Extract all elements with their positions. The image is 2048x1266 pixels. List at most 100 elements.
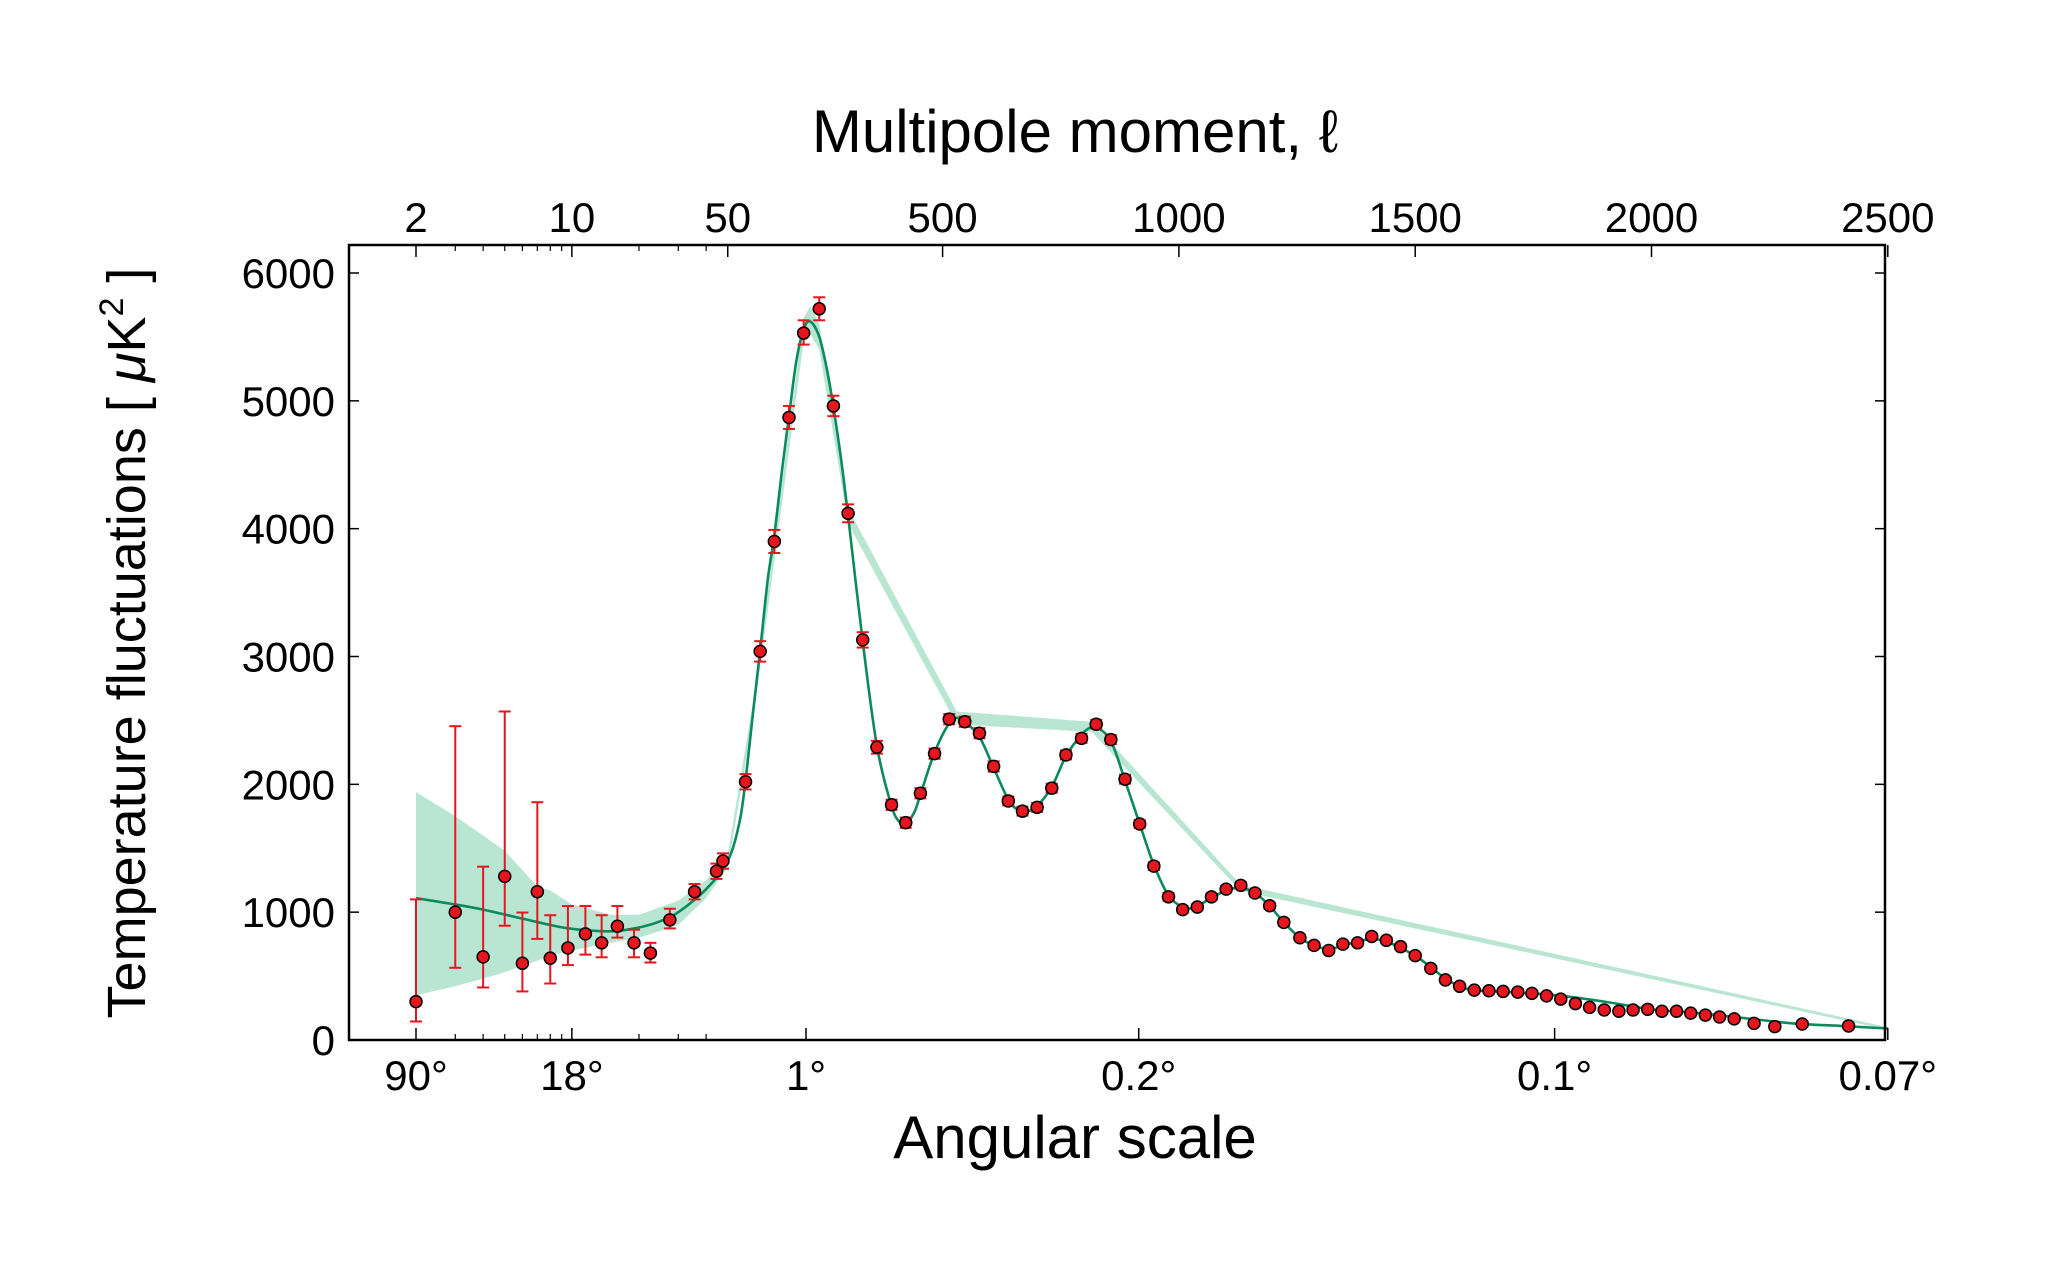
x-axis-title: Angular scale: [893, 1104, 1257, 1171]
data-point: [1321, 943, 1336, 958]
data-point: [1059, 748, 1073, 762]
top-tick-label: 2: [404, 194, 427, 241]
data-point: [1467, 983, 1482, 997]
error-bar: [516, 911, 529, 993]
bottom-tick-label: 0.1°: [1517, 1052, 1592, 1099]
error-bar: [544, 914, 557, 985]
data-point: [716, 854, 730, 868]
data-point: [972, 726, 987, 740]
data-point: [476, 950, 490, 964]
data-point: [1161, 890, 1176, 904]
bottom-tick-label: 1°: [786, 1052, 826, 1099]
data-point: [986, 759, 1001, 774]
data-point: [561, 941, 575, 955]
y-tick-label: 1000: [242, 889, 335, 936]
data-point: [1104, 732, 1118, 747]
data-points-layer: [409, 302, 1856, 1034]
data-point: [1293, 930, 1307, 945]
data-point: [1030, 800, 1044, 815]
data-point: [1118, 772, 1132, 786]
data-point: [1364, 929, 1379, 944]
data-point: [796, 326, 811, 340]
data-point: [1568, 996, 1583, 1011]
data-point: [1795, 1017, 1810, 1031]
data-point: [1525, 986, 1539, 1001]
top-tick-label: 1500: [1368, 194, 1461, 241]
data-point: [1712, 1010, 1727, 1024]
y-tick-label: 3000: [242, 634, 335, 681]
data-point: [767, 534, 782, 549]
data-point: [841, 506, 855, 521]
data-point: [663, 913, 677, 927]
data-point: [1307, 938, 1321, 953]
data-point: [1727, 1012, 1741, 1026]
error-bar: [531, 801, 544, 940]
data-point: [1841, 1019, 1856, 1033]
data-point: [1511, 985, 1525, 999]
data-point: [1669, 1004, 1684, 1018]
data-point: [1768, 1019, 1782, 1034]
data-point: [1147, 859, 1161, 873]
bottom-tick-label: 0.07°: [1839, 1052, 1938, 1099]
top-axis-title: Multipole moment, ℓ: [812, 98, 1338, 165]
data-point: [1597, 1003, 1611, 1017]
model-uncertainty-band-layer: [416, 306, 1888, 1030]
error-bar: [498, 710, 511, 927]
data-point: [855, 633, 870, 647]
data-point: [1554, 992, 1568, 1006]
y-tick-label: 0: [312, 1017, 335, 1064]
data-point: [1219, 882, 1233, 896]
top-tick-label: 50: [704, 194, 751, 241]
data-point: [1452, 979, 1467, 994]
data-point: [1539, 989, 1554, 1003]
data-point: [1262, 899, 1277, 913]
data-point: [1438, 973, 1453, 987]
data-point: [1626, 1003, 1640, 1017]
data-point: [1640, 1002, 1655, 1017]
model-uncertainty-band: [416, 306, 1888, 1030]
data-point: [753, 644, 767, 659]
bottom-tick-label: 90°: [384, 1052, 448, 1099]
data-point: [610, 919, 625, 933]
data-point: [870, 740, 884, 755]
data-point: [942, 712, 956, 726]
data-point: [1496, 984, 1510, 999]
error-bar: [449, 725, 462, 969]
data-point: [1655, 1004, 1669, 1018]
data-point: [913, 786, 928, 801]
data-point: [1234, 878, 1248, 893]
data-point: [1045, 781, 1059, 795]
data-point: [1393, 939, 1408, 954]
data-point: [687, 884, 702, 899]
data-point: [1350, 936, 1365, 950]
data-point: [1612, 1004, 1626, 1018]
error-bar: [561, 905, 574, 967]
data-point: [1132, 817, 1147, 831]
data-point: [515, 956, 530, 971]
data-point: [1408, 948, 1422, 963]
data-point: [884, 798, 899, 812]
data-point: [898, 815, 913, 830]
data-point: [627, 936, 641, 950]
data-point: [1074, 731, 1089, 746]
data-point: [578, 927, 593, 941]
data-point: [1204, 890, 1219, 904]
y-tick-label: 2000: [242, 761, 335, 808]
data-point: [1424, 961, 1438, 976]
data-point: [1001, 794, 1016, 808]
data-point: [738, 775, 753, 789]
y-tick-label: 6000: [242, 250, 335, 297]
top-tick-label: 10: [549, 194, 596, 241]
data-point: [927, 746, 942, 761]
ticks-layer: 0 1000 2000 3000 4000 5000 6000 2 10 50 500 1000 150…: [242, 194, 1938, 1099]
data-point: [1582, 1000, 1597, 1015]
data-point: [409, 994, 423, 1009]
data-point: [1277, 915, 1291, 930]
data-point: [594, 936, 609, 950]
data-point: [1336, 937, 1350, 951]
top-tick-label: 500: [908, 194, 978, 241]
error-bar: [477, 865, 490, 989]
data-point: [1015, 804, 1030, 818]
data-point: [1482, 984, 1496, 998]
